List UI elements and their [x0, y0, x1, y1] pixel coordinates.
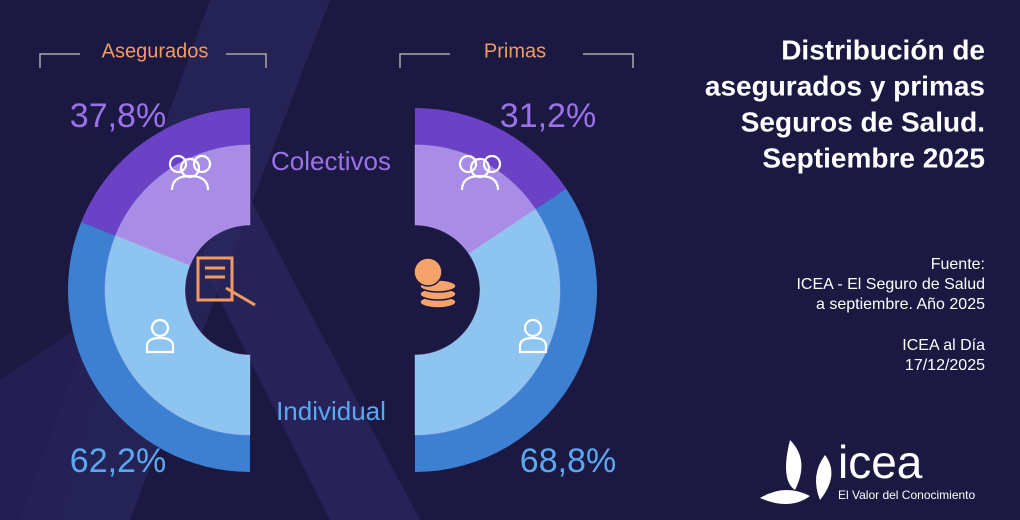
category-label: Individual [276, 396, 386, 426]
logo-name: icea [838, 436, 923, 488]
segment-inner [104, 235, 251, 436]
segment-inner [414, 208, 561, 436]
note-line: ICEA al Día [902, 337, 985, 354]
value-label: 68,8% [520, 442, 616, 480]
series-name: Asegurados [102, 40, 209, 62]
brackets [39, 53, 634, 68]
title-line: asegurados y primas [705, 70, 985, 101]
source-line: ICEA - El Seguro de Salud [796, 276, 985, 293]
person-icon [145, 318, 175, 354]
decoration [200, 180, 420, 520]
segment-inner [414, 144, 537, 255]
title-line: Septiembre 2025 [762, 142, 985, 173]
group-icon [458, 154, 502, 191]
coins-icon [413, 257, 457, 309]
source-line: Fuente: [931, 256, 985, 273]
value-label: 37,8% [70, 97, 166, 135]
title-line: Distribución de [781, 34, 985, 65]
logo-mark [760, 440, 832, 505]
value-label: 31,2% [500, 97, 596, 135]
logo-tagline: El Valor del Conocimiento [838, 488, 976, 502]
note-line: 17/12/2025 [905, 357, 985, 374]
value-label: 62,2% [70, 442, 166, 480]
icons [145, 154, 548, 354]
charts: 37,8% 62,2% Asegurados 31,2% 68,8% Primas Cole… [67, 40, 616, 480]
document-icon [196, 256, 256, 307]
series-name: Primas [484, 40, 546, 62]
title-line: Seguros de Salud. [741, 106, 985, 137]
segment-inner [114, 144, 251, 267]
group-icon [168, 154, 212, 191]
source-line: a septiembre. Año 2025 [816, 296, 985, 313]
person-icon [518, 318, 548, 354]
category-label: Colectivos [271, 146, 391, 176]
